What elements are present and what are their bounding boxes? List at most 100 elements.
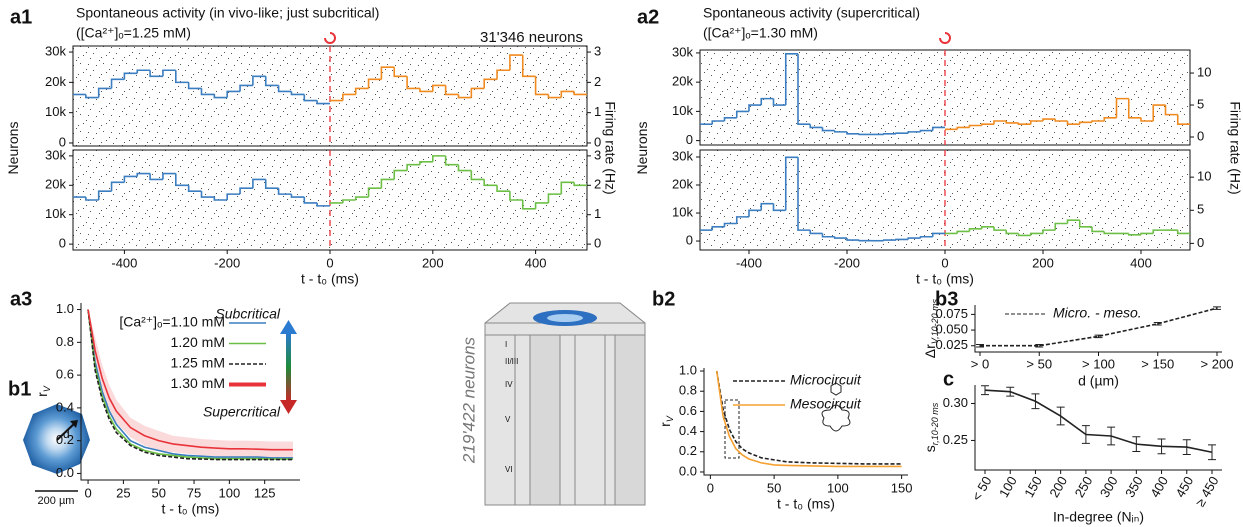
panel-label: c: [943, 368, 954, 390]
legend-label: [Ca²⁺]ₒ=1.10 mM: [119, 314, 225, 330]
rate-step: [711, 226, 725, 231]
rate-step: [784, 53, 798, 106]
panel-label: a1: [10, 6, 32, 28]
layer-label: V: [505, 415, 511, 424]
rate-step: [797, 53, 811, 126]
rate-step: [723, 117, 737, 122]
panel-label: b2: [652, 288, 675, 310]
y-tick-label: 0.4: [56, 399, 74, 414]
x-tick-label: -400: [736, 255, 762, 270]
y-tick-label: 1.0: [56, 301, 74, 316]
rate-step: [1176, 114, 1190, 126]
y-tick-label: 10k: [45, 206, 66, 221]
rate-step: [149, 70, 163, 78]
x-tick-label: -200: [214, 255, 240, 270]
rate-step: [123, 175, 138, 183]
x-axis-label: t - t₀ (ms): [777, 496, 835, 512]
rate-step: [367, 187, 382, 198]
rate-step: [833, 130, 847, 133]
chart-subtitle: ([Ca²⁺]ₒ=1.25 mM): [76, 25, 191, 41]
rate-step: [457, 164, 472, 172]
rate-step: [380, 66, 395, 80]
rate-step: [264, 179, 279, 190]
micro-icon: [830, 382, 842, 396]
rate-step: [846, 238, 860, 241]
x-tick-label: 200: [1046, 474, 1070, 500]
rate-step: [882, 239, 896, 241]
rate-step: [1054, 222, 1068, 231]
y-label-sub: V,10-20 ms: [930, 298, 940, 344]
axes: [80, 303, 300, 481]
x-tick-label: ≥ 450: [1192, 474, 1221, 510]
y-label-main: s: [922, 445, 938, 452]
error-bar: [1006, 386, 1015, 397]
rate-step: [483, 78, 498, 89]
rate-step: [290, 194, 305, 198]
rate-step: [187, 82, 202, 90]
x-tick-label: 250: [1072, 474, 1096, 500]
rate-step: [149, 173, 163, 181]
rate-step: [1066, 219, 1080, 224]
rate-step: [470, 170, 485, 181]
rate-step: [354, 87, 369, 95]
x-axis-label: In-degree (Nᵢₙ): [1053, 509, 1144, 525]
y2-tick-label: 2: [594, 74, 601, 89]
y-tick-label: 1.0: [679, 362, 697, 377]
rate-step: [432, 155, 446, 162]
rate-step: [1115, 97, 1129, 118]
arrow-up: [280, 320, 297, 334]
meso-icon: [821, 404, 851, 432]
rate-step: [110, 181, 125, 192]
rate-step: [406, 76, 420, 90]
distance-label: d: [63, 427, 70, 441]
column-prism: [484, 302, 646, 506]
rate-step: [136, 172, 151, 177]
error-bar: [1182, 439, 1191, 455]
rate-step: [858, 239, 872, 242]
neuron-count: 219'422 neurons: [459, 336, 478, 464]
panel-label: a2: [637, 6, 659, 28]
panel-labels: a1 a2 a3 b1 b2 b3 c: [10, 6, 958, 390]
y2-tick-label: 5: [1197, 96, 1204, 111]
y2-tick-label: 3: [594, 43, 601, 58]
y-label-main: r: [34, 392, 50, 397]
rate-step: [956, 126, 970, 130]
y-tick-label: 0: [59, 236, 66, 251]
rate-step: [380, 178, 395, 189]
x-axis-label: d (µm): [1078, 373, 1119, 389]
y2-tick-label: 0: [1197, 128, 1204, 143]
x-tick-label: 400: [1147, 474, 1171, 500]
rate-step: [444, 155, 459, 166]
rate-step: [509, 54, 523, 71]
y-tick-label: 0.025: [935, 337, 968, 352]
rate-step: [931, 232, 945, 237]
rate-step: [573, 182, 587, 187]
rate-step: [419, 88, 433, 93]
rate-step: [290, 91, 305, 96]
error-bar: [981, 385, 989, 396]
rate-step: [735, 110, 749, 118]
rate-step: [354, 196, 369, 200]
x-tick-label: 100: [219, 485, 241, 500]
rate-step: [547, 193, 562, 203]
rate-step: [772, 98, 786, 106]
rate-step: [521, 55, 536, 78]
y-tick-label: 0.075: [935, 306, 968, 321]
x-tick-label: 300: [1097, 474, 1121, 500]
y-axis-label: Neurons: [634, 122, 650, 175]
error-bar: [1107, 426, 1116, 446]
rate-step: [162, 69, 176, 77]
x-tick-label: > 50: [1026, 356, 1052, 371]
y-tick-label: 30k: [45, 147, 66, 162]
rate-step: [342, 93, 356, 101]
rate-step: [1103, 117, 1117, 122]
y-tick-label: 0.30: [943, 395, 968, 410]
rate-step: [821, 233, 835, 238]
y-axis-label: rV: [34, 385, 53, 397]
y-tick-label: 10k: [45, 104, 66, 119]
x-tick-label: -400: [111, 255, 137, 270]
y2-tick-label: 0: [594, 236, 601, 251]
series-line: [715, 370, 902, 465]
x-tick-label: 0: [941, 255, 948, 270]
